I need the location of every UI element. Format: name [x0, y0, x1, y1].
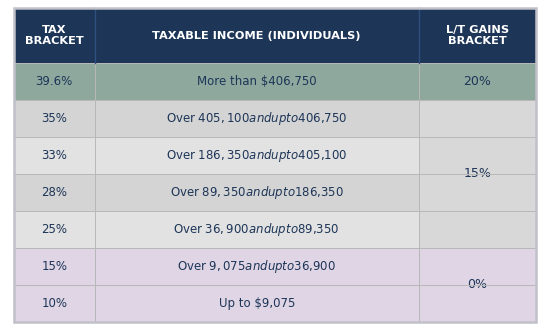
- Bar: [14, 63, 95, 100]
- Text: 0%: 0%: [468, 278, 487, 291]
- Text: Over $405,100 and up to $406,750: Over $405,100 and up to $406,750: [166, 110, 348, 127]
- Bar: [95, 248, 419, 285]
- Bar: [95, 174, 419, 211]
- Text: TAX
BRACKET: TAX BRACKET: [25, 25, 84, 47]
- Bar: [14, 248, 95, 285]
- Bar: [95, 100, 419, 137]
- Bar: [14, 8, 95, 63]
- Bar: [14, 137, 95, 174]
- Bar: [14, 285, 95, 322]
- Text: 15%: 15%: [41, 260, 67, 273]
- Bar: [419, 248, 536, 322]
- Text: 25%: 25%: [41, 223, 67, 236]
- Text: 28%: 28%: [41, 186, 67, 199]
- Text: Over $89,350 and up to $186,350: Over $89,350 and up to $186,350: [170, 184, 344, 201]
- Text: Over $36,900 and up to $89,350: Over $36,900 and up to $89,350: [173, 221, 340, 238]
- Text: 15%: 15%: [464, 167, 491, 181]
- Bar: [419, 100, 536, 248]
- Bar: [419, 8, 536, 63]
- Text: 20%: 20%: [464, 75, 491, 88]
- Bar: [419, 63, 536, 100]
- Text: Over $186,350 and up to $405,100: Over $186,350 and up to $405,100: [166, 147, 348, 164]
- Bar: [14, 174, 95, 211]
- Bar: [95, 63, 419, 100]
- Text: L/T GAINS
BRACKET: L/T GAINS BRACKET: [446, 25, 509, 47]
- Text: 39.6%: 39.6%: [36, 75, 73, 88]
- Bar: [95, 8, 419, 63]
- Text: Over $9,075 and up to $36,900: Over $9,075 and up to $36,900: [177, 258, 336, 275]
- Text: More than $406,750: More than $406,750: [197, 75, 317, 88]
- Text: 33%: 33%: [41, 149, 67, 162]
- Bar: [95, 285, 419, 322]
- Text: Up to $9,075: Up to $9,075: [218, 297, 295, 310]
- Text: TAXABLE INCOME (INDIVIDUALS): TAXABLE INCOME (INDIVIDUALS): [152, 31, 361, 41]
- Text: 10%: 10%: [41, 297, 67, 310]
- Text: 35%: 35%: [41, 112, 67, 125]
- Bar: [14, 211, 95, 248]
- Bar: [14, 100, 95, 137]
- Bar: [95, 137, 419, 174]
- Bar: [95, 211, 419, 248]
